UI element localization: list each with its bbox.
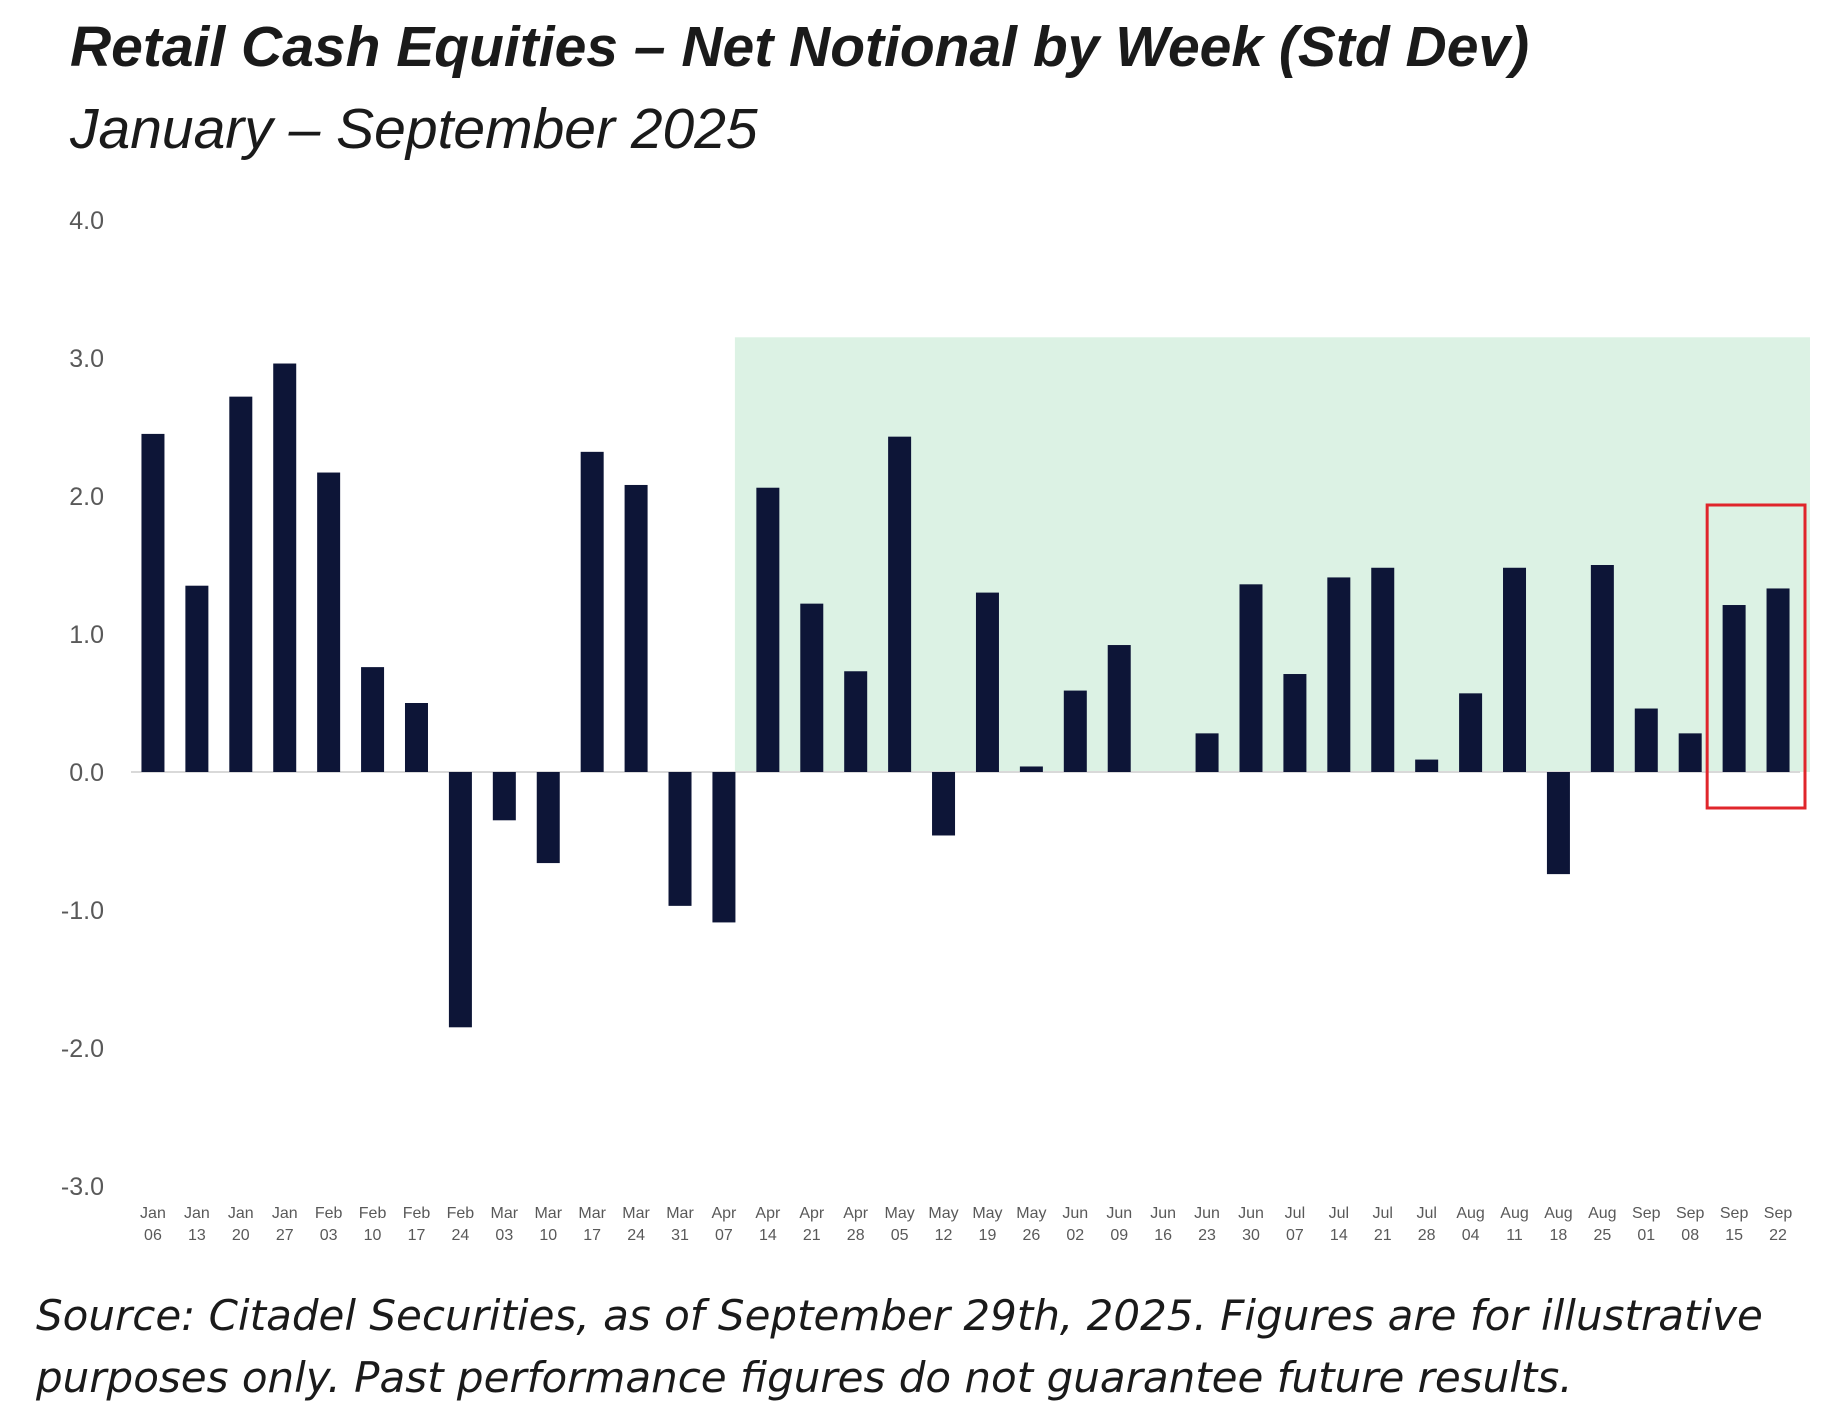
x-tick-label: Jul 14 [1329, 1205, 1349, 1244]
bar-feb-03 [317, 472, 341, 772]
x-tick-label: Jun 09 [1106, 1205, 1132, 1244]
bar-aug-11 [1503, 567, 1527, 772]
x-tick-label: Jan 06 [140, 1205, 166, 1244]
x-tick-label: Feb 03 [315, 1205, 343, 1244]
x-tick-label: Apr 21 [799, 1205, 825, 1244]
bar-jan-06 [141, 433, 165, 772]
x-tick-label: Feb 10 [359, 1205, 387, 1244]
bar-mar-31 [668, 772, 692, 906]
bar-may-12 [932, 772, 956, 836]
bar-sep-01 [1634, 708, 1658, 772]
x-tick-label: Mar 31 [666, 1205, 694, 1244]
bar-jun-02 [1063, 690, 1087, 772]
x-tick-label: Jun 02 [1062, 1205, 1088, 1244]
x-tick-label: Jan 13 [184, 1205, 210, 1244]
bar-sep-15 [1722, 605, 1746, 772]
x-tick-label: Mar 03 [491, 1205, 519, 1244]
x-tick-label: Sep 08 [1676, 1205, 1705, 1244]
x-tick-label: Sep 15 [1720, 1205, 1749, 1244]
bar-sep-22 [1766, 588, 1790, 772]
x-tick-label: May 19 [972, 1205, 1002, 1244]
x-tick-label: Jul 07 [1285, 1205, 1305, 1244]
bar-aug-25 [1590, 565, 1614, 772]
bar-mar-24 [624, 484, 648, 772]
y-tick-label: 3.0 [69, 345, 104, 373]
bar-jul-21 [1371, 567, 1395, 772]
x-tick-label: May 12 [928, 1205, 958, 1244]
x-tick-label: Apr 07 [711, 1205, 737, 1244]
bar-jul-14 [1327, 577, 1351, 772]
bar-chart: 4.0 3.0 2.0 1.0 0.0 -1.0 -2.0 -3.0 Jan 06 Jan 13 Jan… [61, 207, 1810, 1244]
bar-jan-13 [185, 585, 209, 772]
highlight-box [1705, 503, 1807, 810]
x-tick-label: Jan 27 [272, 1205, 298, 1244]
x-tick-label: Aug 18 [1544, 1205, 1572, 1244]
bar-jun-23 [1195, 733, 1219, 772]
bar-aug-18 [1546, 772, 1570, 875]
bar-jul-28 [1415, 759, 1439, 772]
x-tick-label: Jun 30 [1238, 1205, 1264, 1244]
y-tick-label: 0.0 [69, 759, 104, 787]
bar-jul-07 [1283, 674, 1307, 772]
y-tick-label: -2.0 [61, 1035, 104, 1063]
highlight-band [734, 337, 1810, 772]
source-note: Source: Citadel Securities, as of Septem… [36, 1291, 1763, 1402]
bar-apr-14 [756, 487, 780, 772]
x-tick-label: Mar 10 [534, 1205, 562, 1244]
y-tick-label: 1.0 [69, 621, 104, 649]
y-tick-label: 2.0 [69, 483, 104, 511]
x-tick-label: Jul 21 [1373, 1205, 1393, 1244]
x-tick-label: Jan 20 [228, 1205, 254, 1244]
bar-sep-08 [1678, 733, 1702, 772]
x-tick-label: Jul 28 [1416, 1205, 1436, 1244]
x-tick-label: Mar 24 [622, 1205, 650, 1244]
x-tick-label: Jun 23 [1194, 1205, 1220, 1244]
bar-may-26 [1019, 766, 1043, 772]
bar-jun-09 [1107, 645, 1131, 772]
x-tick-label: May 05 [885, 1205, 915, 1244]
x-tick-label: Aug 25 [1588, 1205, 1616, 1244]
bar-mar-17 [580, 451, 604, 772]
x-tick-label: Feb 17 [403, 1205, 431, 1244]
x-tick-label: Aug 04 [1456, 1205, 1484, 1244]
bar-may-19 [975, 592, 999, 772]
x-tick-label: Feb 24 [447, 1205, 475, 1244]
bar-apr-28 [844, 671, 868, 772]
x-tick-label: Sep 01 [1632, 1205, 1661, 1244]
bar-may-05 [888, 436, 912, 772]
y-tick-label: -1.0 [61, 897, 104, 925]
x-tick-label: Mar 17 [578, 1205, 606, 1244]
bar-feb-17 [404, 703, 428, 772]
bar-jun-30 [1239, 584, 1263, 772]
bar-jan-27 [273, 363, 297, 772]
chart-title: Retail Cash Equities – Net Notional by W… [70, 15, 1530, 79]
bar-mar-03 [492, 772, 516, 821]
y-tick-label: 4.0 [69, 207, 104, 235]
chart-subtitle: January – September 2025 [70, 97, 758, 161]
x-tick-label: May 26 [1016, 1205, 1046, 1244]
x-tick-label: Apr 14 [755, 1205, 781, 1244]
x-tick-label: Sep 22 [1764, 1205, 1793, 1244]
bar-feb-24 [448, 772, 472, 1028]
y-tick-label: -3.0 [61, 1173, 104, 1201]
x-tick-label: Aug 11 [1500, 1205, 1528, 1244]
x-tick-label: Apr 28 [843, 1205, 869, 1244]
bar-apr-21 [800, 603, 824, 772]
bar-feb-10 [361, 667, 385, 772]
bar-jan-20 [229, 396, 253, 772]
bar-apr-07 [712, 772, 736, 923]
x-tick-label: Jun 16 [1150, 1205, 1176, 1244]
bar-aug-04 [1459, 693, 1483, 772]
bar-mar-10 [536, 772, 560, 864]
